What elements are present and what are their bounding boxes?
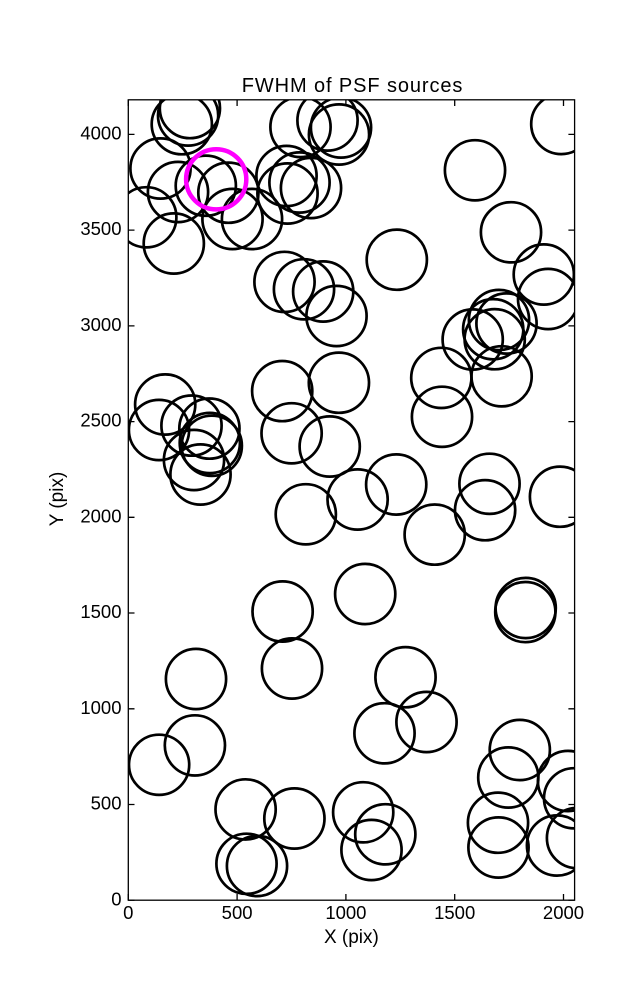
svg-text:1500: 1500: [434, 902, 475, 923]
svg-text:2500: 2500: [80, 410, 121, 431]
svg-text:500: 500: [91, 793, 122, 814]
svg-text:1000: 1000: [80, 697, 121, 718]
svg-text:0: 0: [111, 888, 121, 909]
svg-text:4000: 4000: [80, 123, 121, 144]
svg-text:500: 500: [222, 902, 253, 923]
svg-text:0: 0: [123, 902, 133, 923]
svg-text:3000: 3000: [80, 314, 121, 335]
svg-text:1000: 1000: [325, 902, 366, 923]
svg-text:2000: 2000: [80, 505, 121, 526]
svg-text:FWHM of PSF sources: FWHM of PSF sources: [242, 75, 464, 97]
svg-text:1500: 1500: [80, 601, 121, 622]
svg-text:3500: 3500: [80, 218, 121, 239]
svg-text:Y (pix): Y (pix): [47, 472, 68, 527]
svg-text:X (pix): X (pix): [324, 927, 379, 948]
svg-text:2000: 2000: [543, 902, 584, 923]
